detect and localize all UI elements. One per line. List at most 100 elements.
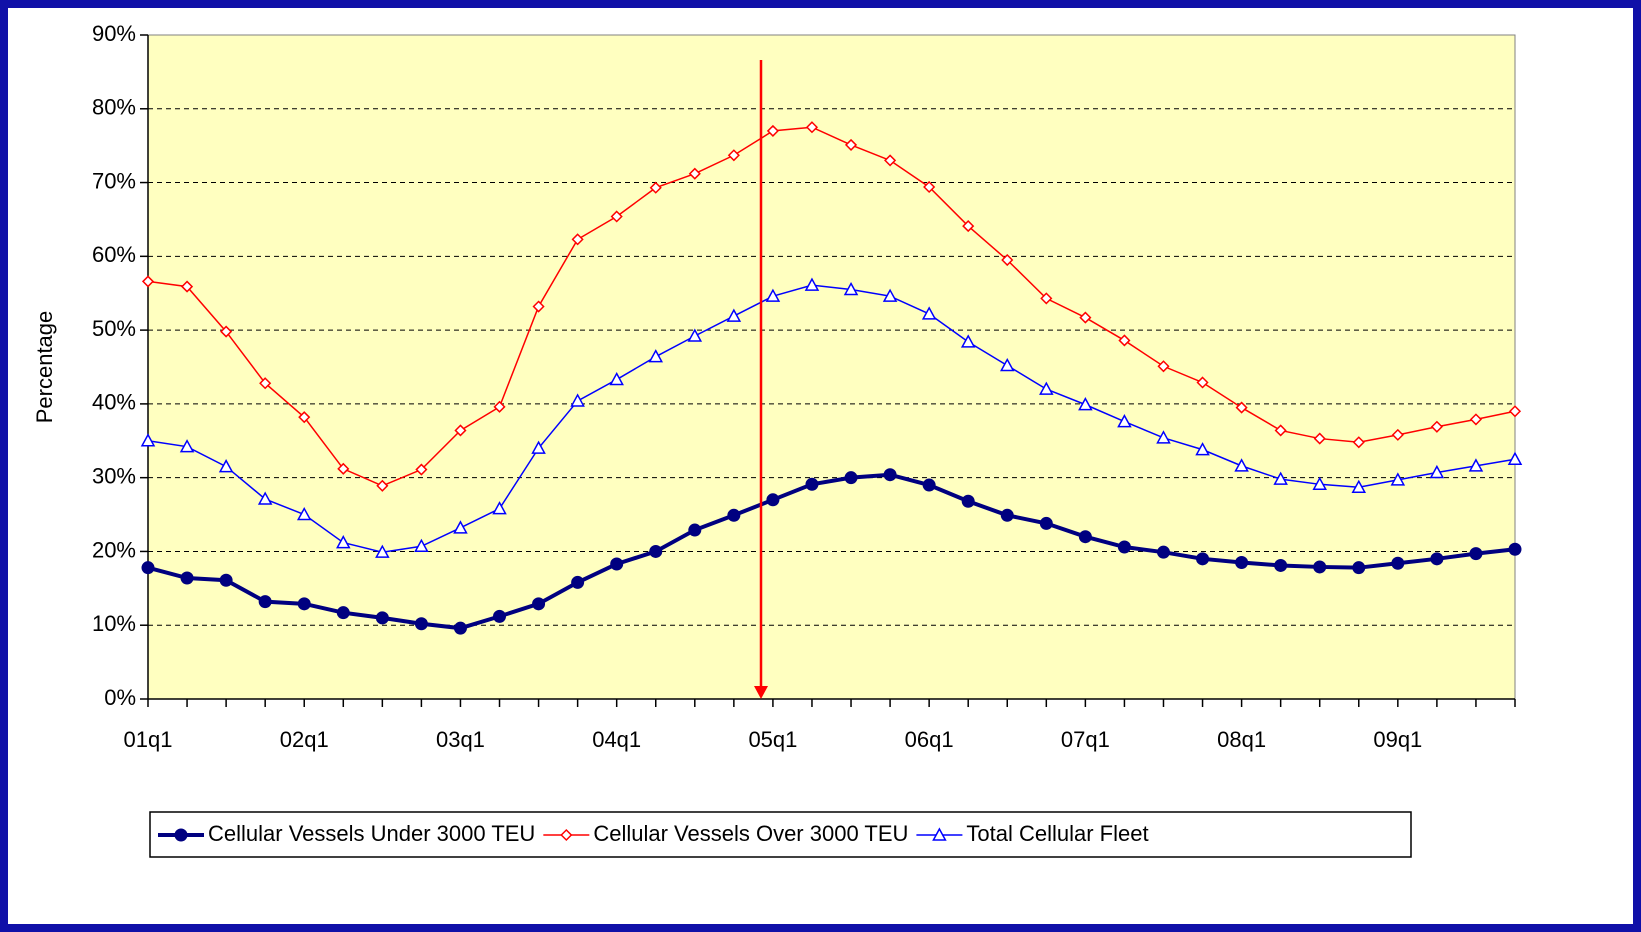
data-point	[884, 154, 897, 167]
data-point	[414, 617, 428, 631]
data-point	[179, 439, 195, 453]
data-point	[726, 308, 742, 322]
data-point	[141, 275, 155, 288]
data-point	[882, 288, 898, 302]
x-tick-label: 06q1	[905, 727, 954, 752]
data-point	[1468, 458, 1484, 472]
data-point	[141, 561, 155, 575]
data-point	[180, 280, 194, 293]
data-point	[1117, 540, 1131, 554]
data-point	[1390, 472, 1406, 486]
data-point	[532, 597, 546, 611]
legend-marker	[174, 828, 188, 842]
data-point	[1429, 464, 1445, 479]
data-point	[1078, 530, 1092, 544]
data-point	[843, 281, 859, 296]
data-point	[804, 277, 820, 291]
legend-marker	[932, 827, 947, 841]
data-point	[336, 535, 351, 549]
data-point	[1234, 458, 1249, 472]
data-point	[1351, 479, 1367, 494]
x-tick-label: 05q1	[748, 727, 797, 752]
data-point	[1274, 558, 1288, 572]
data-point	[765, 288, 781, 302]
data-point	[376, 479, 389, 492]
y-tick-label: 60%	[92, 242, 136, 267]
y-tick-label: 80%	[92, 95, 136, 120]
data-point	[923, 180, 936, 194]
x-tick-label: 08q1	[1217, 727, 1266, 752]
data-point	[1235, 401, 1248, 414]
data-point	[1001, 253, 1014, 267]
y-tick-label: 90%	[92, 21, 136, 46]
data-point	[414, 538, 429, 553]
data-point	[688, 523, 702, 537]
data-point	[1118, 334, 1131, 347]
data-point	[1274, 424, 1287, 437]
data-point	[415, 463, 428, 476]
data-point	[1196, 552, 1210, 566]
x-tick-label: 09q1	[1373, 727, 1422, 752]
data-point	[297, 597, 311, 611]
data-point	[610, 210, 623, 223]
data-point	[1000, 508, 1014, 522]
data-point	[1430, 420, 1443, 433]
data-point	[1313, 432, 1326, 445]
data-point	[258, 595, 272, 609]
y-tick-label: 50%	[92, 316, 136, 341]
data-point	[610, 557, 624, 571]
data-point	[962, 220, 975, 233]
data-point	[727, 508, 741, 522]
data-point	[1156, 430, 1171, 444]
data-point	[687, 328, 703, 342]
data-point	[844, 471, 858, 485]
y-tick-label: 30%	[92, 463, 136, 488]
data-point	[609, 371, 624, 386]
data-point	[1156, 545, 1170, 559]
data-point	[999, 357, 1015, 372]
data-point	[921, 306, 937, 320]
data-point	[1079, 311, 1092, 324]
data-point	[337, 462, 350, 475]
x-tick-label: 07q1	[1061, 727, 1110, 752]
series-line	[147, 126, 1516, 487]
data-point	[1391, 428, 1404, 441]
data-point	[805, 477, 819, 491]
data-point	[492, 501, 507, 515]
data-point	[1391, 556, 1405, 570]
data-point	[570, 393, 585, 407]
series-line	[147, 472, 1516, 631]
data-point	[805, 121, 819, 134]
legend-label: Cellular Vessels Under 3000 TEU	[208, 821, 535, 846]
legend-box	[149, 811, 1412, 858]
data-point	[140, 433, 156, 447]
data-point	[1039, 381, 1054, 395]
data-point	[1235, 556, 1249, 570]
data-point	[1196, 376, 1209, 389]
legend: Cellular Vessels Under 3000 TEU Cellular …	[149, 811, 1412, 858]
data-point	[1195, 442, 1210, 456]
data-point	[257, 491, 273, 505]
data-point	[296, 506, 312, 521]
data-point	[766, 493, 780, 507]
data-point	[1508, 542, 1522, 556]
data-point	[1352, 561, 1366, 575]
data-point	[454, 424, 467, 437]
data-point	[1078, 397, 1093, 411]
data-point	[219, 573, 233, 587]
data-point	[375, 611, 389, 625]
x-tick-label: 04q1	[592, 727, 641, 752]
data-point	[1469, 547, 1483, 561]
data-point	[1273, 471, 1288, 485]
y-tick-label: 0%	[104, 685, 136, 710]
y-axis-title: Percentage	[32, 311, 57, 424]
legend-marker	[560, 828, 573, 842]
data-point	[571, 233, 584, 246]
data-point	[218, 459, 234, 473]
data-point	[688, 167, 701, 180]
data-point	[453, 621, 467, 635]
data-point	[259, 377, 272, 390]
data-point	[766, 124, 779, 137]
data-point	[1040, 292, 1053, 305]
